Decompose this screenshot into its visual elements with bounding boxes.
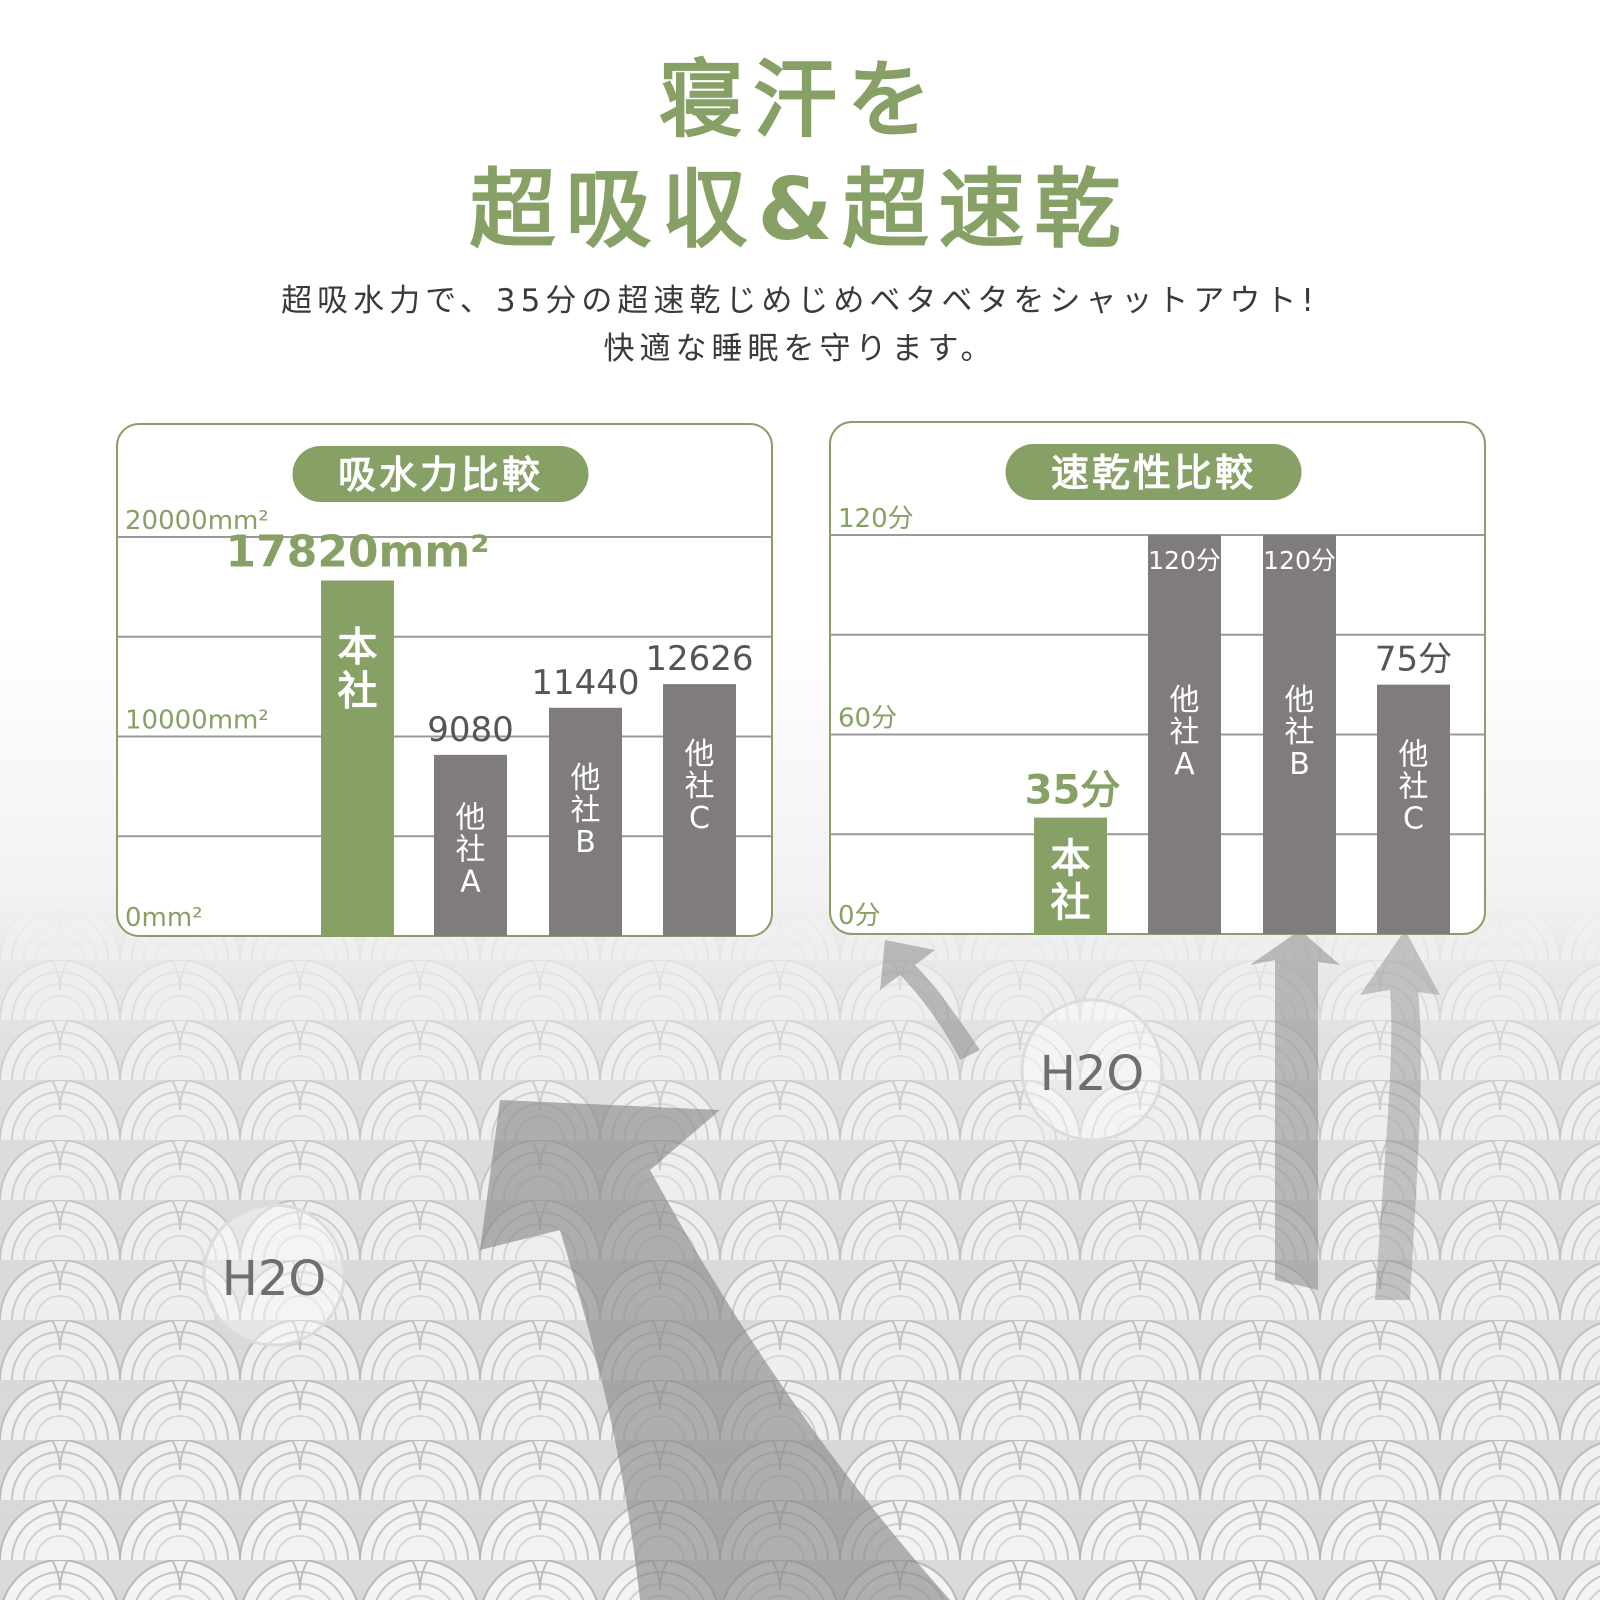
bar-competitor	[663, 684, 736, 936]
chart-title: 速乾性比較	[1051, 451, 1256, 495]
bar-ours	[1034, 817, 1107, 934]
bar-competitor	[1148, 535, 1221, 934]
evaporation-arrow-right	[1250, 930, 1340, 1290]
category-label: 本社	[338, 624, 378, 714]
bar-competitor	[1263, 535, 1336, 934]
water-bubble-left: H2O	[202, 1203, 346, 1347]
y-tick-label: 60分	[838, 704, 897, 734]
chart-title: 吸水力比較	[338, 453, 543, 497]
bar-competitor	[549, 707, 622, 936]
category-label: 他社 B	[571, 761, 601, 860]
y-tick-label: 10000mm²	[125, 706, 269, 736]
value-label: 120分	[1148, 546, 1221, 575]
evaporation-arrow-large	[480, 1100, 950, 1600]
evaporation-arrow-far-right	[1360, 930, 1440, 1300]
evaporation-arrow-small	[880, 940, 980, 1060]
h2o-label: H2O	[222, 1251, 326, 1307]
category-label: 他社 C	[685, 737, 715, 836]
chart-title-pill	[1005, 444, 1302, 500]
value-label: 12626	[645, 639, 753, 679]
category-label: 他社 A	[1170, 683, 1200, 782]
category-label: 本社	[1051, 836, 1091, 926]
subtitle-line1: 超吸水力で、35分の超速乾じめじめベタベタをシャットアウト!	[281, 283, 1319, 319]
h2o-label: H2O	[1040, 1046, 1144, 1102]
y-tick-label: 120分	[838, 504, 914, 534]
value-label: 75分	[1375, 640, 1452, 680]
y-tick-label: 0分	[838, 901, 881, 931]
y-tick-label: 20000mm²	[125, 506, 269, 536]
y-tick-label: 0mm²	[125, 903, 203, 933]
value-label: 120分	[1263, 546, 1336, 575]
bar-competitor	[1377, 684, 1450, 934]
headline-line2: 超吸収&超速乾	[469, 160, 1131, 260]
value-label: 9080	[427, 710, 514, 750]
value-label-highlight: 17820mm²	[225, 526, 489, 577]
subtitle-line2: 快適な睡眠を守ります。	[603, 331, 997, 367]
category-label: 他社 B	[1285, 683, 1315, 782]
category-label: 他社 C	[1399, 738, 1429, 837]
value-label-highlight: 35分	[1025, 768, 1121, 814]
category-label: 他社 A	[456, 800, 486, 899]
bar-ours	[321, 580, 394, 936]
water-bubble-right: H2O	[1020, 998, 1164, 1142]
headline-line1: 寝汗を	[658, 51, 941, 149]
chart-title-pill	[292, 446, 589, 502]
bar-competitor	[434, 754, 507, 936]
value-label: 11440	[531, 663, 639, 703]
